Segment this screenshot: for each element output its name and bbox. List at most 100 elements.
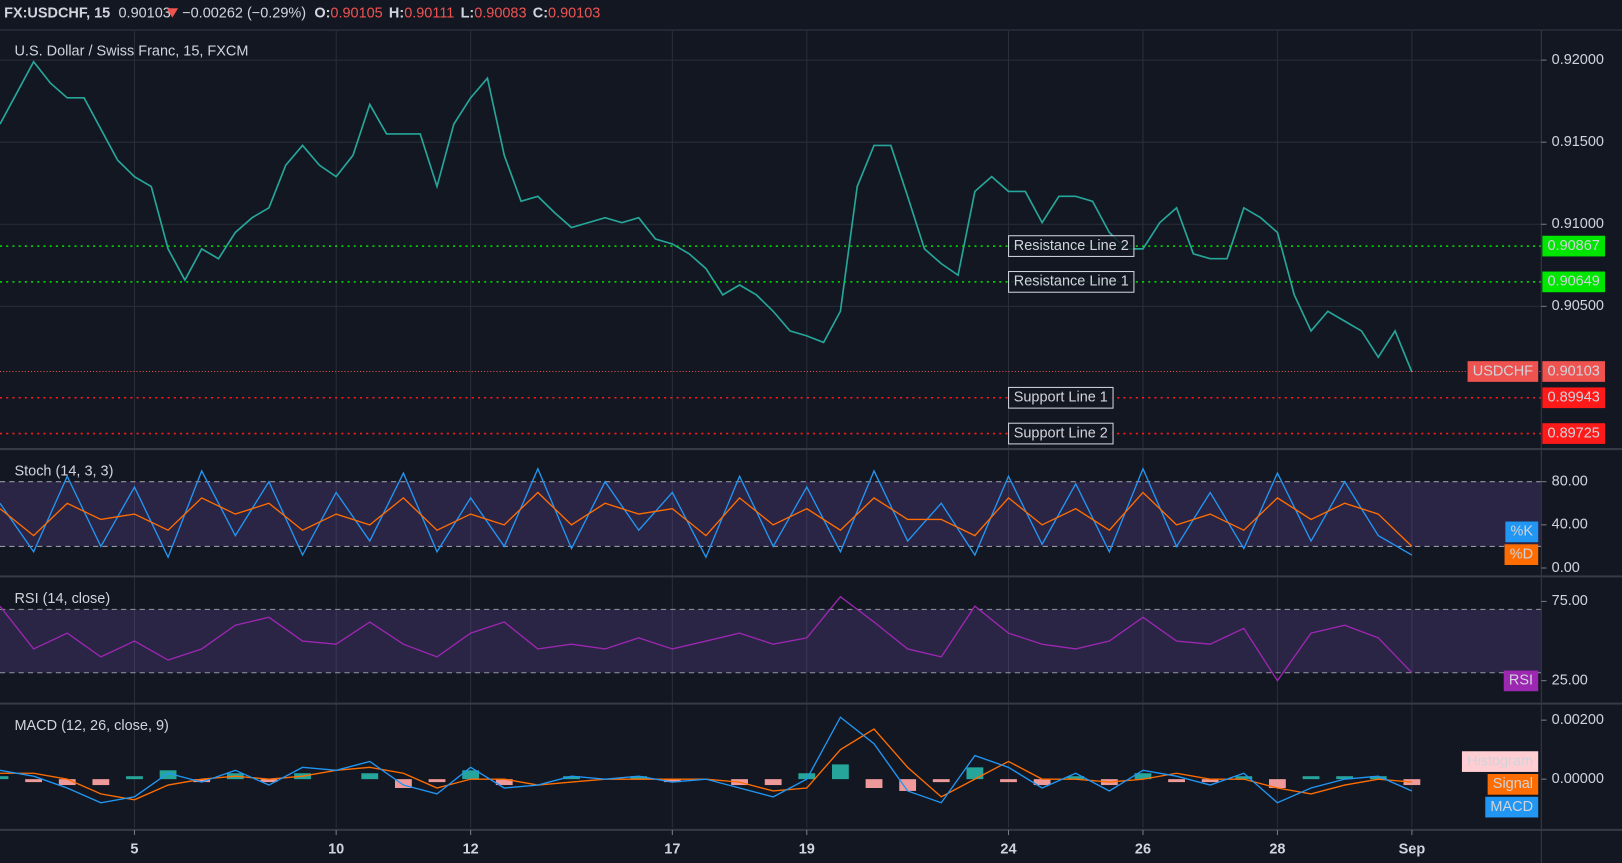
- series-line: [0, 491, 1413, 547]
- legend-entry-text: Signal: [1493, 776, 1533, 792]
- level-label: [1008, 386, 1114, 409]
- x-tick-label: 17: [664, 841, 680, 857]
- histogram-bar: [1302, 776, 1320, 780]
- histogram-bar: [58, 779, 76, 786]
- level-price-label-text: 0.89725: [1548, 425, 1600, 441]
- histogram-bar: [1134, 773, 1152, 780]
- legend-entry: [1485, 796, 1539, 818]
- ohlc-value: 0.90103: [548, 5, 600, 21]
- data-layer: [0, 60, 1542, 804]
- x-tick-label: 5: [130, 841, 138, 857]
- histogram-bar: [126, 776, 143, 780]
- level-price-label: [1542, 235, 1605, 257]
- ohlc-value: 0.90083: [474, 5, 526, 21]
- legend-entry: [1487, 774, 1539, 795]
- price-label-text: 0.90103: [1548, 363, 1600, 379]
- ohlc-value: 0.90105: [330, 5, 382, 21]
- histogram-bar: [25, 779, 43, 783]
- ohlc-value: 0.90111: [404, 5, 454, 21]
- x-tick-label: 10: [328, 841, 344, 857]
- y-tick-label: 0.00: [1552, 560, 1580, 576]
- y-tick-label: 25.00: [1552, 672, 1588, 688]
- y-tick-label: 0.92000: [1552, 52, 1604, 68]
- histogram-bar: [361, 773, 379, 780]
- y-tick-label: 0.90500: [1552, 298, 1604, 314]
- histogram-bar: [966, 767, 984, 780]
- legend-entry: [1461, 751, 1539, 772]
- histogram-bar: [899, 779, 917, 791]
- histogram-bar: [193, 779, 211, 783]
- header-symbol: FX:USDCHF, 15 0.90103: [4, 5, 171, 21]
- level-price-label: [1542, 423, 1605, 444]
- panel-title: RSI (14, close): [14, 591, 110, 607]
- histogram-bar: [563, 776, 580, 780]
- legend-entry: [1467, 361, 1539, 382]
- histogram-bar: [1201, 779, 1219, 783]
- level-label-text: Resistance Line 2: [1014, 238, 1129, 254]
- legend-entry-text: USDCHF: [1473, 363, 1533, 379]
- ohlc-label: O:: [314, 5, 330, 21]
- histogram-bar: [92, 779, 110, 786]
- histogram-bar: [1168, 779, 1185, 783]
- legend-entry: [1503, 670, 1539, 692]
- level-price-label-text: 0.90867: [1548, 238, 1600, 254]
- y-tick-label: 40.00: [1552, 517, 1588, 533]
- panel-title: Stoch (14, 3, 3): [14, 464, 113, 480]
- panel-title: U.S. Dollar / Swiss Franc, 15, FXCM: [14, 44, 248, 60]
- histogram-bar: [663, 779, 681, 783]
- histogram-bar: [1403, 779, 1421, 786]
- level-price-label: [1542, 387, 1605, 409]
- histogram-bar: [932, 779, 950, 783]
- histogram-bar: [1369, 776, 1387, 780]
- x-tick-label: 26: [1135, 841, 1151, 857]
- y-tick-label: 0.91000: [1552, 216, 1604, 232]
- x-tick-label: Sep: [1399, 841, 1426, 857]
- level-label: [1008, 271, 1135, 293]
- level-label-text: Resistance Line 1: [1014, 274, 1129, 290]
- band: [0, 481, 1542, 547]
- y-tick-label: 0.00200: [1552, 712, 1604, 728]
- ohlc-label: L:: [461, 5, 475, 21]
- series-line: [0, 467, 1413, 559]
- histogram-bar: [1336, 776, 1354, 780]
- histogram-bar: [1235, 776, 1253, 780]
- y-tick-label: 0.00000: [1552, 771, 1604, 787]
- series-line: [0, 716, 1413, 804]
- x-tick-label: 19: [799, 841, 815, 857]
- legend-entry-text: %K: [1511, 524, 1534, 540]
- ohlc-label: C:: [533, 5, 548, 21]
- legend-entry-text: MACD: [1490, 799, 1533, 815]
- legend-entry-text: %D: [1510, 546, 1533, 562]
- histogram-bar: [832, 764, 849, 780]
- histogram-bar: [495, 779, 513, 786]
- ohlc-label: H:: [389, 5, 404, 21]
- histogram-bar: [798, 773, 816, 780]
- histogram-bar: [260, 779, 278, 783]
- histogram-bar: [764, 779, 782, 786]
- histogram-bar: [1067, 776, 1085, 780]
- y-tick-label: 0.91500: [1552, 134, 1604, 150]
- down-arrow: [166, 8, 179, 18]
- level-label-text: Support Line 1: [1014, 390, 1108, 406]
- legend-entry: [1505, 521, 1539, 543]
- x-tick-label: 12: [463, 841, 479, 857]
- histogram-bar: [462, 770, 480, 780]
- histogram-bar: [0, 776, 9, 780]
- header-stats: −0.00262 (−0.29%) O:0.90105 H:0.90111 L:0.9…: [182, 5, 600, 21]
- level-price-label-text: 0.90649: [1548, 274, 1600, 290]
- band: [0, 609, 1542, 673]
- histogram-bar: [1000, 779, 1017, 783]
- panel-title: MACD (12, 26, close, 9): [14, 718, 168, 734]
- level-label-text: Support Line 2: [1014, 425, 1108, 441]
- histogram-bar: [159, 770, 177, 780]
- level-label: [1008, 422, 1114, 445]
- frame: [0, 29, 1622, 863]
- level-price-label-text: 0.89943: [1548, 390, 1600, 406]
- y-tick-label: 80.00: [1552, 474, 1588, 490]
- histogram-bar: [1269, 779, 1286, 789]
- x-tick-label: 24: [1000, 841, 1016, 857]
- symbol: FX:USDCHF, 15: [4, 5, 110, 21]
- legend-entry-text: Histogram: [1467, 753, 1533, 769]
